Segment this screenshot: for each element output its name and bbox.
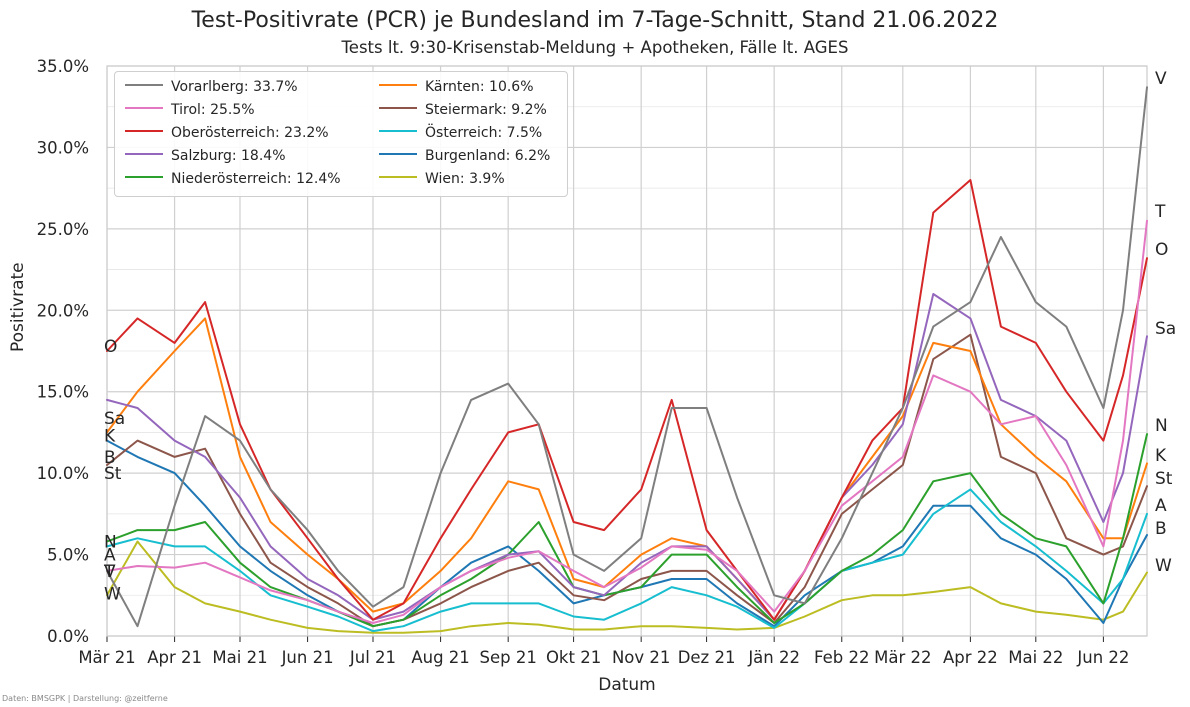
x-tick-label: Jun 21 — [281, 648, 334, 667]
legend-label: Oberösterreich: 23.2% — [171, 125, 329, 141]
legend-item: Niederösterreich: 12.4% — [125, 170, 341, 188]
end-label: K — [1155, 446, 1167, 466]
legend-label: Steiermark: 9.2% — [425, 102, 547, 118]
series-line-salzburg — [106, 293, 1148, 621]
legend-label: Wien: 3.9% — [425, 171, 505, 187]
x-tick-label: Apr 21 — [147, 648, 202, 667]
x-tick-label: Jän 22 — [747, 648, 800, 667]
start-label: K — [104, 427, 116, 447]
start-label: Sa — [104, 409, 125, 429]
x-tick-label: Okt 21 — [546, 648, 601, 667]
series-end-labels: V TO Sa NK St ABW — [1154, 69, 1176, 576]
end-label: V — [1155, 69, 1167, 89]
start-label: St — [104, 464, 122, 484]
y-tick-label: 15.0% — [37, 383, 89, 402]
series-line-vorarlberg — [106, 86, 1148, 628]
series-line-wien — [106, 540, 1148, 634]
legend-item: Tirol: 25.5% — [125, 101, 255, 119]
legend-swatch — [125, 107, 163, 109]
legend-label: Österreich: 7.5% — [425, 125, 543, 141]
y-tick-label: 20.0% — [37, 301, 89, 320]
x-tick-label: Sep 21 — [480, 648, 537, 667]
chart-title: Test-Positivrate (PCR) je Bundesland im … — [191, 8, 999, 33]
x-tick-label: Jun 22 — [1076, 648, 1129, 667]
legend-swatch — [125, 153, 163, 155]
x-tick-label: Apr 22 — [943, 648, 998, 667]
y-tick-label: 30.0% — [37, 138, 89, 157]
series-line-oberösterreich — [106, 179, 1148, 621]
y-tick-label: 35.0% — [37, 57, 89, 76]
legend-swatch — [125, 84, 163, 86]
legend-item: Oberösterreich: 23.2% — [125, 124, 329, 142]
x-tick-label: Dez 21 — [678, 648, 736, 667]
legend-swatch — [379, 84, 417, 86]
y-tick-label: 10.0% — [37, 464, 89, 483]
end-label: B — [1155, 519, 1167, 539]
x-tick-label: Jul 21 — [349, 648, 396, 667]
x-tick-label: Feb 22 — [814, 648, 869, 667]
x-tick-label: Nov 21 — [612, 648, 670, 667]
start-label: W — [104, 585, 121, 605]
legend-label: Tirol: 25.5% — [171, 102, 255, 118]
legend-item: Kärnten: 10.6% — [379, 78, 534, 96]
legend-item: Vorarlberg: 33.7% — [125, 78, 298, 96]
legend-swatch — [379, 107, 417, 109]
start-label: V — [104, 562, 116, 582]
legend-swatch — [379, 176, 417, 178]
legend-swatch — [379, 153, 417, 155]
y-tick-label: 25.0% — [37, 220, 89, 239]
end-label: W — [1155, 556, 1172, 576]
x-tick-label: Mai 22 — [1008, 648, 1063, 667]
legend-label: Salzburg: 18.4% — [171, 148, 286, 164]
start-label: T — [103, 562, 115, 582]
legend-swatch — [125, 176, 163, 178]
start-label: N — [104, 533, 117, 553]
x-axis-label: Datum — [598, 675, 656, 695]
legend-item: Salzburg: 18.4% — [125, 147, 286, 165]
x-tick-label: Mär 21 — [78, 648, 135, 667]
legend-item: Österreich: 7.5% — [379, 124, 542, 142]
data-credit: Daten: BMSGPK | Darstellung: @zeitferne — [2, 694, 168, 703]
end-label: A — [1155, 496, 1167, 516]
series-line-tirol — [106, 219, 1148, 624]
legend-swatch — [125, 130, 163, 132]
x-tick-label: Aug 21 — [411, 648, 469, 667]
chart-subtitle: Tests lt. 9:30-Krisenstab-Meldung + Apot… — [341, 38, 849, 57]
start-label: O — [104, 337, 117, 357]
end-label: N — [1155, 416, 1168, 436]
start-label: A — [104, 546, 116, 566]
legend-label: Vorarlberg: 33.7% — [171, 79, 298, 95]
y-tick-label: 0.0% — [47, 627, 89, 646]
legend: Vorarlberg: 33.7% Tirol: 25.5% Oberöster… — [114, 71, 568, 197]
legend-swatch — [379, 130, 417, 132]
end-label: Sa — [1155, 319, 1176, 339]
y-axis-label: Positivrate — [8, 262, 28, 352]
legend-item: Burgenland: 6.2% — [379, 147, 550, 165]
series-line-kärnten — [106, 317, 1148, 621]
legend-item: Wien: 3.9% — [379, 170, 505, 188]
series-lines — [106, 86, 1148, 634]
y-tick-labels: 0.0% 5.0% 10.0% 15.0% 20.0% 25.0% 30.0% 35.0% — [37, 57, 89, 646]
legend-item: Steiermark: 9.2% — [379, 101, 547, 119]
end-label: O — [1155, 240, 1168, 260]
x-tick-label: Mär 22 — [874, 648, 931, 667]
x-tick-labels: Mär 21 Apr 21 Mai 21 Jun 21 Jul 21 Aug 21 Sep … — [78, 648, 1129, 667]
y-tick-label: 5.0% — [47, 546, 89, 565]
start-label: B — [104, 448, 116, 468]
series-line-österreich — [106, 488, 1148, 633]
legend-label: Burgenland: 6.2% — [425, 148, 551, 164]
end-label: T — [1154, 202, 1166, 222]
legend-label: Kärnten: 10.6% — [425, 79, 534, 95]
series-line-niederösterreich — [106, 433, 1148, 628]
series-line-steiermark — [106, 333, 1148, 628]
end-label: St — [1155, 469, 1173, 489]
x-tick-label: Mai 21 — [212, 648, 267, 667]
legend-label: Niederösterreich: 12.4% — [171, 171, 341, 187]
